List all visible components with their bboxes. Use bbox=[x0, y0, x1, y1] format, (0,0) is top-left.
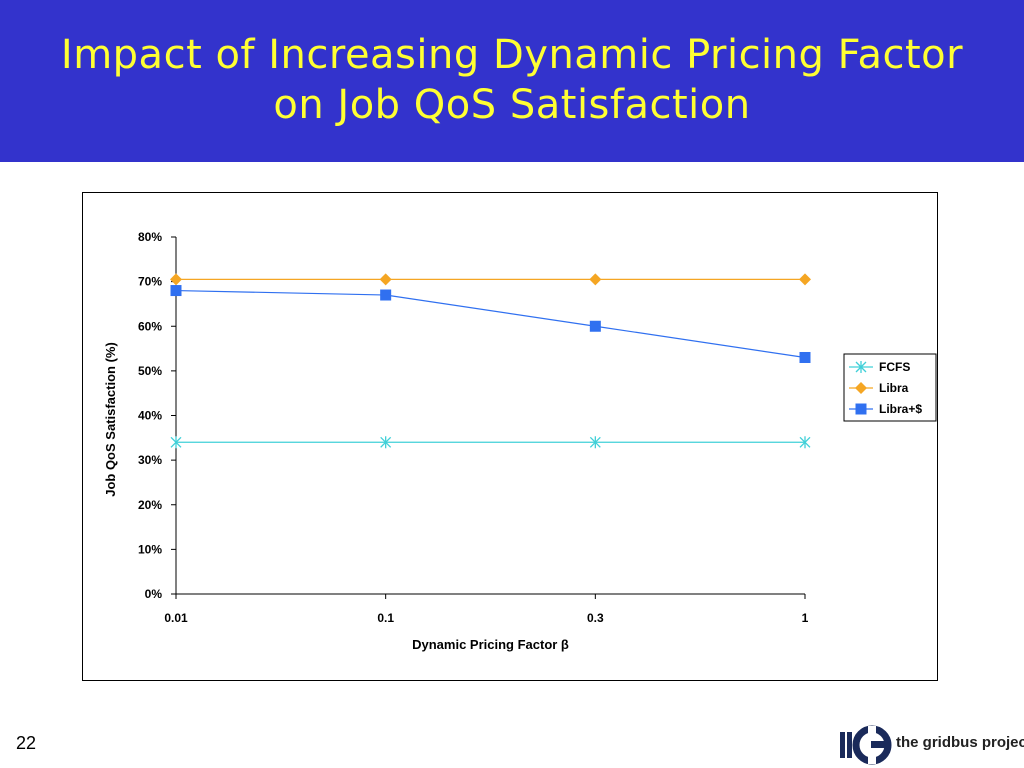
data-point-fcfs bbox=[589, 436, 601, 449]
slide-title-line2: on Job QoS Satisfaction bbox=[273, 82, 751, 128]
x-tick-label: 0.1 bbox=[377, 611, 394, 625]
legend-marker-libra bbox=[855, 403, 867, 415]
y-tick-label: 80% bbox=[138, 230, 162, 244]
logo-text: the gridbus project bbox=[896, 734, 1024, 751]
x-tick-label: 0.01 bbox=[164, 611, 188, 625]
y-tick-label: 40% bbox=[138, 409, 162, 423]
y-tick-label: 20% bbox=[138, 498, 162, 512]
data-point-fcfs bbox=[799, 436, 811, 449]
gridbus-logo-icon bbox=[840, 725, 892, 765]
legend-marker-fcfs bbox=[855, 361, 867, 373]
y-tick-label: 30% bbox=[138, 453, 162, 467]
slide-title: Impact of Increasing Dynamic Pricing Fac… bbox=[0, 30, 1024, 130]
data-point-libra bbox=[799, 351, 811, 363]
data-point-libra bbox=[380, 289, 392, 301]
legend-marker-libra bbox=[855, 382, 867, 394]
x-tick-label: 1 bbox=[802, 611, 809, 625]
axes: 0% 10% 20% 30% 40% 50% 60% 70% 80% 0.01 0.1 0.3 1 Dyn… bbox=[103, 230, 809, 652]
legend-label-libra: Libra bbox=[879, 381, 909, 395]
y-axis-label: Job QoS Satisfaction (%) bbox=[103, 342, 118, 497]
data-point-libra bbox=[170, 285, 182, 297]
title-bar: Impact of Increasing Dynamic Pricing Fac… bbox=[0, 0, 1024, 162]
line-chart: 0% 10% 20% 30% 40% 50% 60% 70% 80% 0.01 0.1 0.3 1 Dyn… bbox=[103, 230, 937, 652]
data-point-fcfs bbox=[380, 436, 392, 449]
y-tick-label: 70% bbox=[138, 275, 162, 289]
data-point-libra bbox=[799, 273, 811, 286]
y-tick-label: 60% bbox=[138, 319, 162, 333]
data-point-libra bbox=[589, 320, 601, 332]
page-number: 22 bbox=[16, 733, 37, 753]
legend: FCFS Libra Libra+$ bbox=[843, 353, 937, 422]
gridbus-logo: the gridbus project bbox=[838, 722, 1024, 768]
legend-label-fcfs: FCFS bbox=[879, 360, 910, 374]
slide-title-line1: Impact of Increasing Dynamic Pricing Fac… bbox=[60, 32, 964, 78]
data-point-libra bbox=[379, 273, 392, 286]
chart-frame: 0% 10% 20% 30% 40% 50% 60% 70% 80% 0.01 0.1 0.3 1 Dyn… bbox=[82, 192, 938, 681]
data-point-fcfs bbox=[170, 436, 182, 449]
x-tick-label: 0.3 bbox=[587, 611, 604, 625]
x-axis-label: Dynamic Pricing Factor β bbox=[412, 637, 569, 652]
series-layer bbox=[170, 273, 811, 449]
series-line-libra bbox=[175, 289, 806, 359]
y-tick-label: 10% bbox=[138, 542, 162, 556]
y-tick-label: 0% bbox=[145, 587, 163, 601]
legend-label-libra: Libra+$ bbox=[879, 402, 922, 416]
data-point-libra bbox=[589, 273, 602, 286]
y-tick-label: 50% bbox=[138, 364, 162, 378]
data-point-libra bbox=[170, 273, 182, 286]
